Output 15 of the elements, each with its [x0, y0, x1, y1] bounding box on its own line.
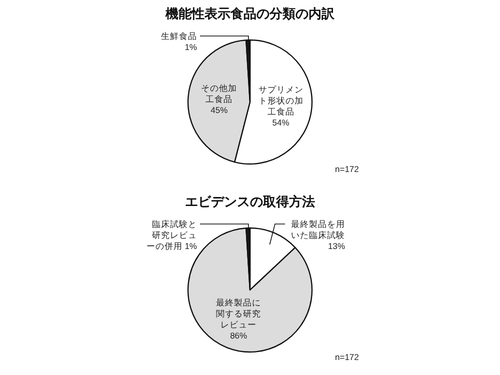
slice-label: サプリメント形状の加工食品 — [258, 84, 304, 116]
data-label: 86% — [230, 330, 248, 340]
data-label: 13% — [328, 241, 346, 251]
slice-label: 臨床試験と研究レビューの併用 1% — [146, 219, 198, 251]
slice-label: 最終製品に関する研究レビュー — [216, 297, 262, 330]
slice-label: 最終製品を用いた臨床試験 — [291, 219, 345, 240]
text: n=172 — [335, 352, 360, 362]
data-label: 54% — [272, 117, 290, 128]
chart-title: 機能性表示食品の分類の内訳 — [164, 6, 336, 21]
chart-title: エビデンスの取得方法 — [185, 194, 315, 209]
slice-label: その他加工食品 — [201, 83, 238, 104]
text: n=172 — [335, 164, 360, 174]
data-label: 1% — [184, 42, 198, 52]
data-label: 45% — [210, 105, 228, 116]
slice-label: 生鮮食品 — [161, 31, 197, 41]
